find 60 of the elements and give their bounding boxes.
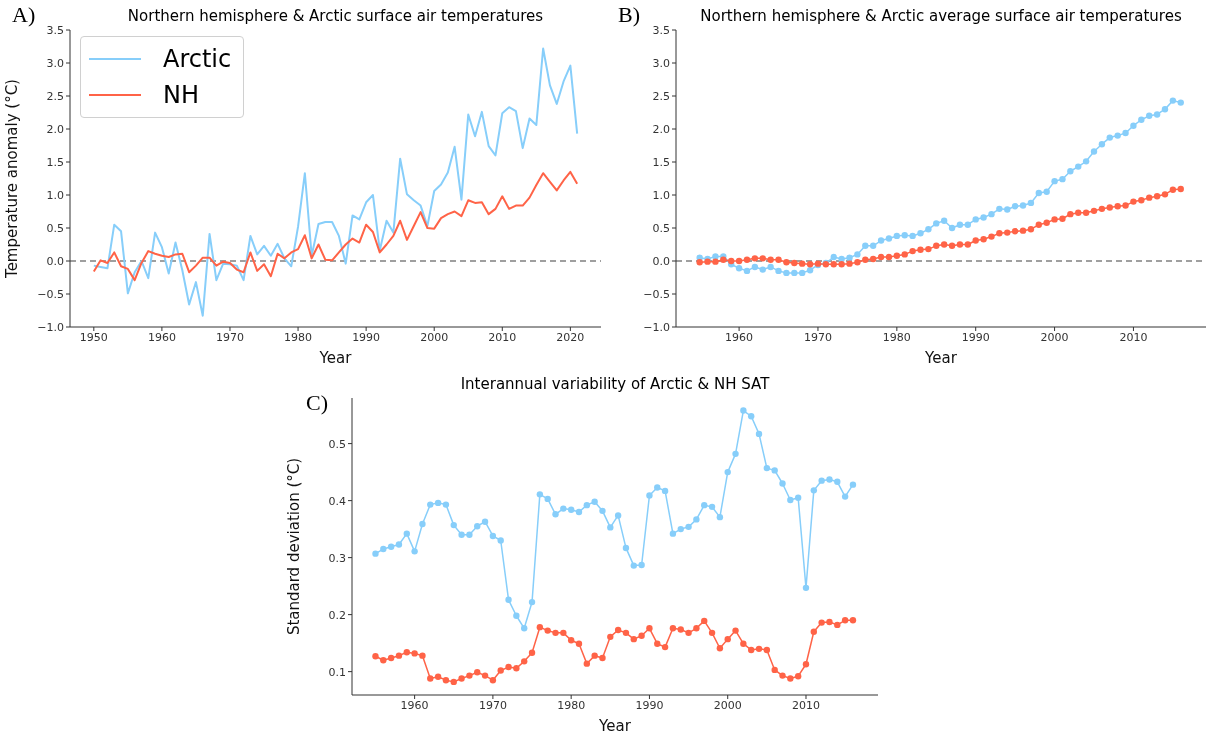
y-tick-label: 0.4 (328, 494, 346, 508)
y-tick-label: 0.5 (46, 221, 64, 235)
y-tick-label: 0.2 (328, 608, 346, 622)
text: C) (306, 390, 328, 416)
line-series (92, 47, 579, 317)
x-tick-label: 2000 (420, 330, 449, 344)
y-tick-label: −0.5 (643, 287, 670, 301)
y-tick-label: 3.0 (46, 56, 64, 70)
y-tick-label: 3.0 (652, 56, 670, 70)
x-tick-label: 1960 (147, 330, 176, 344)
x-tick-label: 1990 (635, 698, 664, 712)
y-tick-label: 0.1 (328, 665, 346, 679)
y-tick-label: −1.0 (643, 320, 670, 334)
y-tick-label: −1.0 (37, 320, 64, 334)
x-tick-label: 1970 (803, 330, 832, 344)
x-tick-label: 1960 (725, 330, 754, 344)
chart-title: Interannual variability of Arctic & NH SAT (459, 375, 771, 393)
x-tick-label: 2000 (713, 698, 742, 712)
y-tick-label: 1.0 (652, 188, 670, 202)
y-tick-label: 2.5 (46, 89, 64, 103)
y-tick-label: 0.5 (328, 437, 346, 451)
x-tick-label: 1970 (478, 698, 507, 712)
text: B) (618, 2, 640, 28)
x-tick-label: 1950 (79, 330, 108, 344)
x-tick-label: 2010 (488, 330, 517, 344)
x-tick-label: 1980 (557, 698, 586, 712)
x-tick-label: 1990 (352, 330, 381, 344)
x-tick-label: 2010 (1119, 330, 1148, 344)
y-tick-label: 0.0 (46, 254, 64, 268)
y-tick-label: 2.0 (652, 122, 670, 136)
y-tick-label: −0.5 (37, 287, 64, 301)
x-axis-title: Year (924, 349, 958, 367)
x-tick-label: 1990 (961, 330, 990, 344)
x-tick-label: 2000 (1040, 330, 1069, 344)
chart-title: Northern hemisphere & Arctic surface air temperatures (126, 7, 545, 25)
y-tick-label: 3.5 (46, 23, 64, 37)
y-tick-label: 3.5 (652, 23, 670, 37)
text: A) (12, 2, 36, 28)
x-tick-label: 1980 (284, 330, 313, 344)
x-axis-title: Year (598, 717, 632, 735)
line-series (92, 170, 579, 282)
chart-title: Northern hemisphere & Arctic average surface air temperatures (699, 7, 1183, 25)
y-tick-label: 1.0 (46, 188, 64, 202)
legend-label: Arctic (163, 44, 232, 75)
y-tick-label: 1.5 (46, 155, 64, 169)
x-tick-label: 1960 (400, 698, 429, 712)
x-tick-label: 1970 (215, 330, 244, 344)
legend-label: NH (163, 80, 199, 111)
y-axis-title: Temperature anomaly (°C) (3, 79, 22, 279)
x-axis-title: Year (318, 349, 353, 367)
y-tick-label: 2.5 (652, 89, 670, 103)
y-tick-label: 2.0 (46, 122, 64, 136)
x-tick-label: 2010 (791, 698, 820, 712)
x-tick-label: 2020 (556, 330, 585, 344)
x-tick-label: 1980 (882, 330, 911, 344)
y-tick-label: 1.5 (652, 155, 670, 169)
y-tick-label: 0.5 (652, 221, 670, 235)
y-axis-title: Standard deviation (°C) (285, 457, 304, 636)
y-tick-label: 0.0 (652, 254, 670, 268)
y-tick-label: 0.3 (328, 551, 346, 565)
